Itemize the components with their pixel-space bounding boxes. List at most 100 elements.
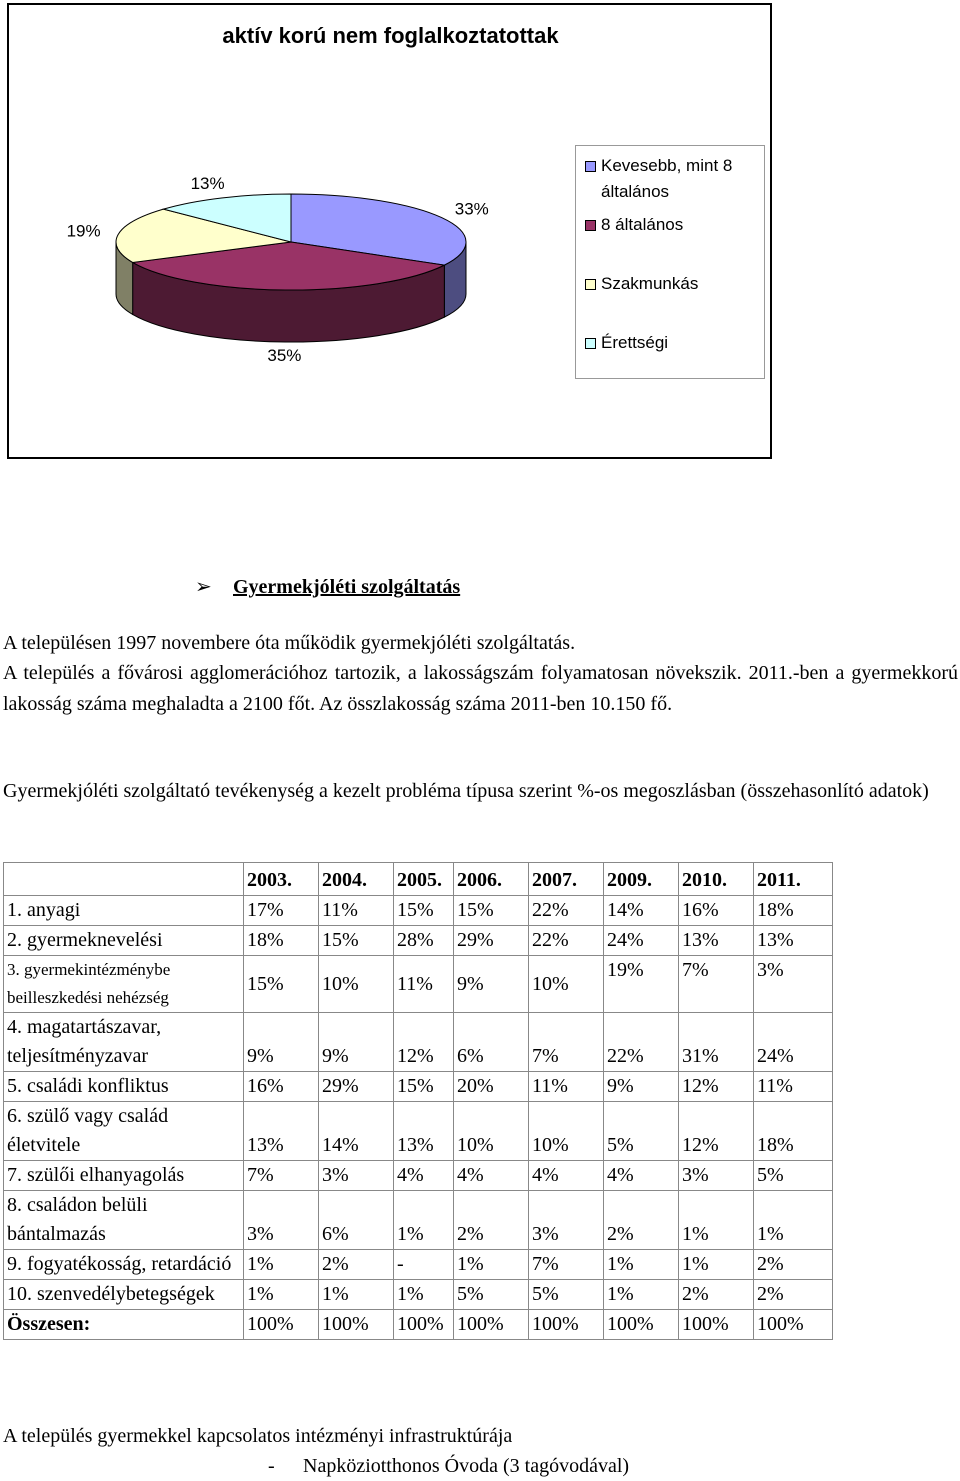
- table-cell: 17%: [243, 895, 319, 926]
- header-cell: 2003.: [243, 862, 319, 896]
- table-cell: 6%: [318, 1190, 394, 1250]
- table-cell: 100%: [678, 1309, 754, 1340]
- table-cell: 14%: [318, 1101, 394, 1161]
- legend-swatch: [585, 279, 596, 290]
- data-label: 19%: [67, 222, 101, 241]
- table-cell: 16%: [678, 895, 754, 926]
- table-cell: 100%: [453, 1309, 529, 1340]
- header-cell: 2004.: [318, 862, 394, 896]
- table-cell: 4%: [453, 1160, 529, 1191]
- row-label: 9. fogyatékosság, retardáció: [3, 1249, 244, 1280]
- legend-swatch: [585, 338, 596, 349]
- legend-label: 8 általános: [601, 215, 684, 234]
- data-label: 13%: [191, 174, 225, 193]
- legend-swatch: [585, 220, 596, 231]
- pie-slice: [161, 193, 292, 243]
- table-cell: 11%: [528, 1071, 604, 1102]
- header-cell: 2005.: [393, 862, 454, 896]
- row-label: 5. családi konfliktus: [3, 1071, 244, 1102]
- table-cell: 22%: [528, 925, 604, 956]
- table-cell: 1%: [393, 1190, 454, 1250]
- row-label: 10. szenvedélybetegségek: [3, 1279, 244, 1310]
- table-cell: 7%: [528, 1012, 604, 1072]
- table-cell: 100%: [753, 1309, 833, 1340]
- row-label: 2. gyermeknevelési: [3, 925, 244, 956]
- chart-title: aktív korú nem foglalkoztatottak: [222, 23, 559, 48]
- header-cell: 2006.: [453, 862, 529, 896]
- legend-label: Szakmunkás: [601, 274, 699, 293]
- table-cell: 1%: [453, 1249, 529, 1280]
- pie-slice: [290, 193, 467, 266]
- header-cell: 2010.: [678, 862, 754, 896]
- table-cell: 15%: [393, 1071, 454, 1102]
- table-cell: 10%: [528, 955, 604, 1013]
- table-cell: 12%: [678, 1101, 754, 1161]
- row-label: 8. családon belüli bántalmazás: [3, 1190, 244, 1250]
- paragraph: Gyermekjóléti szolgáltató tevékenység a …: [3, 780, 929, 802]
- table-cell: 4%: [393, 1160, 454, 1191]
- row-label: 3. gyermekintézménybe beilleszkedési neh…: [3, 955, 244, 1013]
- data-label: 33%: [455, 200, 489, 219]
- table-cell: 1%: [243, 1249, 319, 1280]
- row-label: 6. szülő vagy család életvitele: [3, 1101, 244, 1161]
- table-row: 10. szenvedélybetegségek 1% 1% 1% 5% 5% 1% 2% 2%: [3, 1279, 833, 1310]
- table-cell: -: [393, 1249, 454, 1280]
- table-cell: 12%: [393, 1012, 454, 1072]
- table-cell: 1%: [678, 1190, 754, 1250]
- row-label: 4. magatartászavar, teljesítményzavar: [3, 1012, 244, 1072]
- footer-heading: A település gyermekkel kapcsolatos intéz…: [3, 1425, 513, 1447]
- table-row: 2. gyermeknevelési 18% 15% 28% 29% 22% 24% 13% 1…: [3, 925, 833, 956]
- paragraph: A településen 1997 novembere óta működik…: [3, 632, 576, 654]
- list-bullet: -: [268, 1455, 275, 1477]
- data-table: 2003. 2004. 2005. 2006. 2007. 2009. 2010. 2011.…: [3, 862, 833, 1340]
- table-cell: 5%: [753, 1160, 833, 1191]
- header-cell: 2011.: [753, 862, 833, 896]
- table-row: 9. fogyatékosság, retardáció 1% 2% -1% 7% 1% 1…: [3, 1249, 833, 1280]
- table-row: 3. gyermekintézménybe beilleszkedési neh…: [3, 955, 833, 1013]
- table-cell: 2%: [453, 1190, 529, 1250]
- row-label: 1. anyagi: [3, 895, 244, 926]
- table-cell: 24%: [753, 1012, 833, 1072]
- table-row: 6. szülő vagy család életvitele 13% 14% 13%…: [3, 1101, 833, 1161]
- section-title: Gyermekjóléti szolgáltatás: [233, 576, 461, 598]
- table-cell: 10%: [453, 1101, 529, 1161]
- table-cell: 18%: [753, 895, 833, 926]
- table-cell: 29%: [453, 925, 529, 956]
- table-cell: 1%: [603, 1249, 679, 1280]
- table-cell: 15%: [243, 955, 319, 1013]
- table-cell: 13%: [678, 925, 754, 956]
- table-cell: 18%: [243, 925, 319, 956]
- section-heading: ➢ Gyermekjóléti szolgáltatás: [195, 572, 460, 602]
- legend-swatch: [585, 161, 596, 172]
- table-cell: 16%: [243, 1071, 319, 1102]
- row-label: 7. szülői elhanyagolás: [3, 1160, 244, 1191]
- table-cell: 18%: [753, 1101, 833, 1161]
- table-cell: 9%: [318, 1012, 394, 1072]
- table-cell: 1%: [678, 1249, 754, 1280]
- table-cell: 13%: [393, 1101, 454, 1161]
- table-cell: 14%: [603, 895, 679, 926]
- table-cell: 22%: [528, 895, 604, 926]
- table-cell: 6%: [453, 1012, 529, 1072]
- table-cell: 7%: [528, 1249, 604, 1280]
- table-cell: 28%: [393, 925, 454, 956]
- table-row: 8. családon belüli bántalmazás 3% 6% 1% 2% 3%…: [3, 1190, 833, 1250]
- table-cell: 1%: [318, 1279, 394, 1310]
- table-cell: 20%: [453, 1071, 529, 1102]
- table-cell: 11%: [318, 895, 394, 926]
- table-row: 5. családi konfliktus 16% 29% 15% 20% 11% 9% 12…: [3, 1071, 833, 1102]
- table-cell: 9%: [603, 1071, 679, 1102]
- table-cell: 13%: [243, 1101, 319, 1161]
- list-item: Napköziotthonos Óvoda (3 tagóvodával): [303, 1455, 630, 1477]
- header-row: 2003. 2004. 2005. 2006. 2007. 2009. 2010. 2011.: [3, 862, 833, 896]
- table-cell: 7%: [243, 1160, 319, 1191]
- chart: 33% 35% 19% 13% aktív korú nem foglalkoztat…: [7, 3, 772, 459]
- pie-chart: 33% 35% 19% 13%: [67, 174, 489, 365]
- text-block: A településen 1997 novembere óta működik…: [3, 628, 958, 720]
- table-cell: 10%: [528, 1101, 604, 1161]
- table-cell: 2%: [678, 1279, 754, 1310]
- table-row: Összesen: 100% 100% 100% 100% 100% 100% 100% 100…: [3, 1309, 833, 1340]
- paragraph: A település a fővárosi agglomerációhoz t…: [3, 662, 958, 715]
- table-cell: 12%: [678, 1071, 754, 1102]
